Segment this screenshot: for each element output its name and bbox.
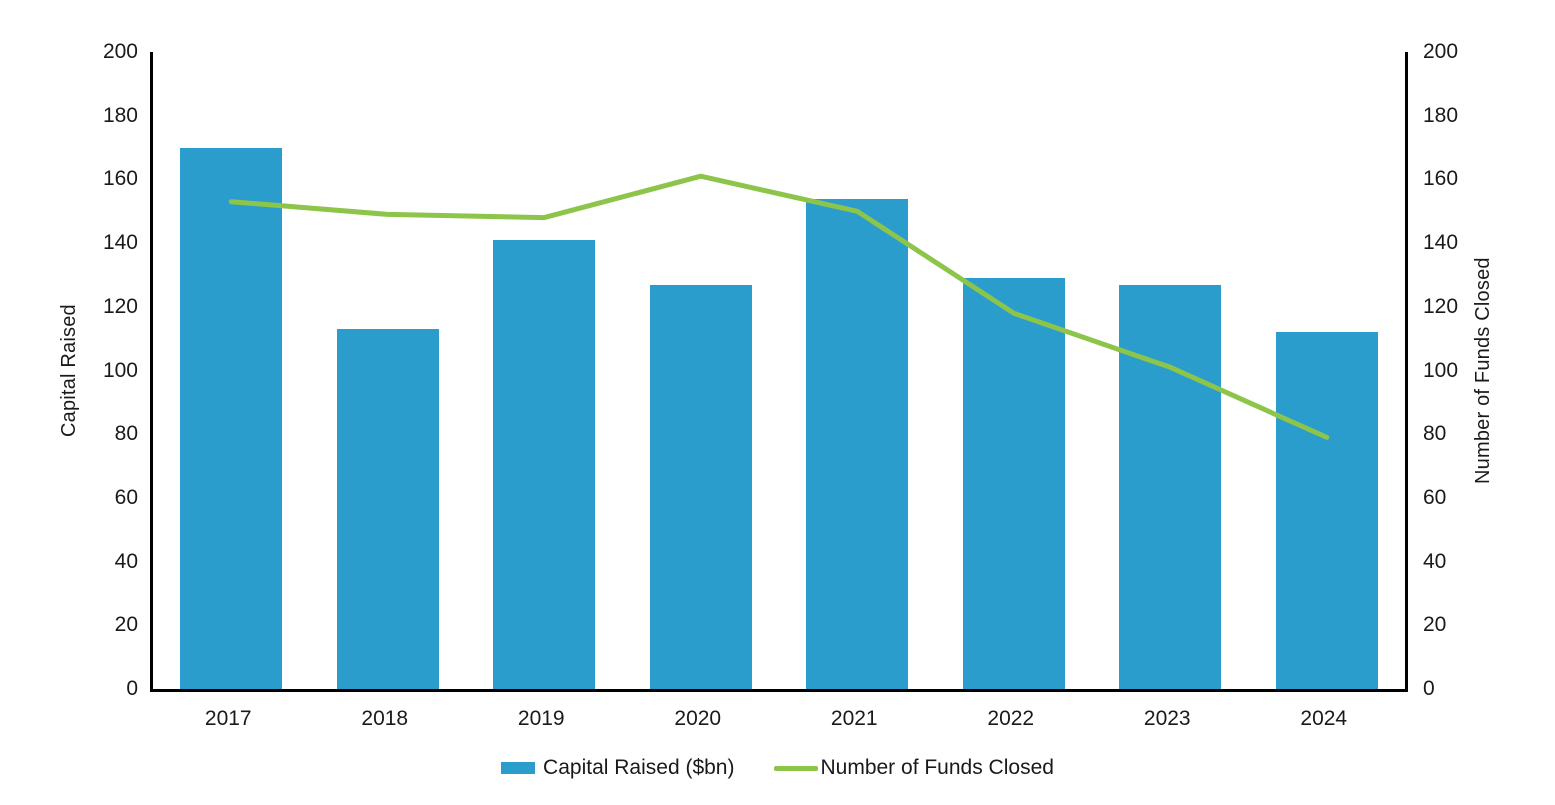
bar-2022 bbox=[962, 278, 1065, 689]
right-y-tick-120: 120 bbox=[1423, 294, 1459, 318]
legend-bar-label: Capital Raised ($bn) bbox=[543, 756, 735, 779]
right-y-tick-40: 40 bbox=[1423, 549, 1447, 573]
right-y-tick-160: 160 bbox=[1423, 167, 1459, 191]
bar-2020 bbox=[649, 284, 752, 689]
line-series-path bbox=[228, 173, 1330, 440]
bar-2021 bbox=[806, 198, 909, 689]
x-label-2024: 2024 bbox=[1300, 707, 1348, 730]
right-y-tick-140: 140 bbox=[1423, 231, 1459, 255]
right-y-tick-200: 200 bbox=[1423, 40, 1459, 63]
bar-2023 bbox=[1119, 284, 1222, 689]
legend-item-capital-raised: Capital Raised ($bn) bbox=[501, 756, 734, 780]
x-label-2021: 2021 bbox=[830, 707, 878, 730]
left-y-tick-160: 160 bbox=[102, 167, 138, 191]
left-y-tick-0: 0 bbox=[126, 677, 138, 700]
left-y-tick-100: 100 bbox=[102, 358, 138, 382]
legend: Capital Raised ($bn) Number of Funds Clo… bbox=[0, 756, 1555, 780]
x-label-2019: 2019 bbox=[517, 707, 565, 730]
plot-area bbox=[150, 52, 1408, 692]
left-y-tick-20: 20 bbox=[114, 613, 138, 637]
x-label-2017: 2017 bbox=[204, 707, 252, 730]
x-label-2022: 2022 bbox=[987, 707, 1035, 730]
right-y-tick-180: 180 bbox=[1423, 103, 1459, 127]
funds-closed-line bbox=[228, 173, 1330, 440]
x-label-2020: 2020 bbox=[674, 707, 722, 730]
bar-2024 bbox=[1275, 332, 1378, 689]
legend-bar-swatch bbox=[501, 762, 536, 774]
left-y-tick-200: 200 bbox=[102, 40, 138, 63]
left-y-tick-120: 120 bbox=[102, 294, 138, 318]
x-label-2018: 2018 bbox=[361, 707, 409, 730]
right-y-tick-100: 100 bbox=[1423, 358, 1459, 382]
bar-2017 bbox=[180, 147, 283, 689]
left-y-tick-60: 60 bbox=[114, 485, 138, 509]
left-y-tick-80: 80 bbox=[114, 422, 138, 446]
legend-line-swatch bbox=[774, 765, 819, 771]
left-y-tick-140: 140 bbox=[102, 231, 138, 255]
bar-series bbox=[153, 52, 1405, 689]
legend-line-label: Number of Funds Closed bbox=[820, 756, 1054, 779]
right-y-tick-80: 80 bbox=[1423, 422, 1447, 446]
left-y-tick-40: 40 bbox=[114, 549, 138, 573]
left-y-tick-180: 180 bbox=[102, 103, 138, 127]
right-y-tick-20: 20 bbox=[1423, 613, 1447, 637]
x-label-2023: 2023 bbox=[1143, 707, 1191, 730]
bar-2018 bbox=[336, 329, 439, 689]
legend-item-funds-closed: Number of Funds Closed bbox=[774, 756, 1054, 780]
right-y-tick-60: 60 bbox=[1423, 485, 1447, 509]
right-y-tick-0: 0 bbox=[1423, 677, 1435, 700]
bar-2019 bbox=[493, 239, 596, 689]
